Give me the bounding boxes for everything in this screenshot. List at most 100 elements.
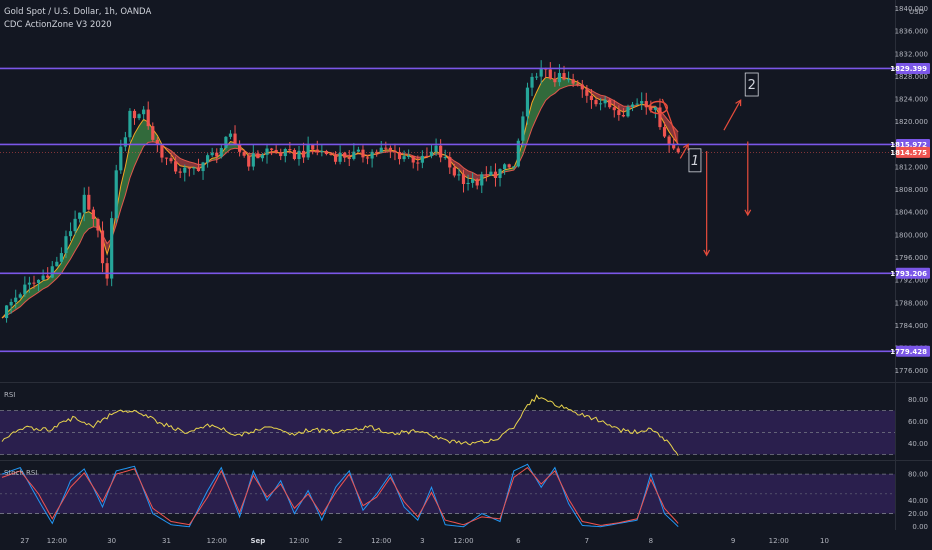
candle-body (662, 127, 667, 137)
candle-body (493, 171, 498, 178)
candle-body (557, 73, 562, 83)
candle-body (397, 151, 402, 160)
candle-body (512, 166, 516, 168)
stoch-pane-label: Stoch RSI (4, 469, 37, 477)
x-tick-label: 12:00 (47, 537, 67, 545)
candle-body (46, 275, 50, 278)
candle-body (219, 147, 223, 157)
candle-body (238, 144, 242, 152)
y-tick-label: 1788.000 (895, 299, 928, 307)
candle-body (155, 139, 159, 145)
candle-body (416, 162, 420, 164)
candle-body (251, 153, 255, 167)
candle-body (521, 116, 525, 141)
candle-body (471, 179, 475, 183)
candle-body (68, 231, 73, 237)
candle-body (123, 137, 127, 147)
x-tick-label: 12:00 (207, 537, 227, 545)
stoch-tick-label: 40.00 (908, 497, 928, 505)
level-price-tag: 1779.428 (890, 348, 927, 356)
annotation-arrow-small (679, 144, 689, 159)
candle-body (64, 236, 68, 254)
candle-body (333, 154, 338, 162)
candle-body (242, 151, 246, 156)
x-tick-label: 27 (20, 537, 29, 545)
x-tick-label: 12:00 (453, 537, 473, 545)
candle-body (608, 99, 612, 108)
candle-body (169, 158, 173, 162)
x-tick-label: 3 (420, 537, 424, 545)
level-price-tag: 1815.972 (890, 141, 927, 149)
bull-cloud (116, 119, 167, 225)
candle-body (297, 150, 301, 159)
candle-body (635, 103, 639, 105)
candle-body (27, 282, 32, 285)
candle-body (178, 171, 182, 173)
candle-body (128, 110, 132, 138)
candle-body (9, 301, 13, 306)
y-tick-label: 1836.000 (895, 28, 928, 36)
x-tick-label: 9 (731, 537, 735, 545)
candle-body (100, 230, 105, 264)
annotation-arrow-up-head (735, 99, 742, 107)
rsi-pane-label: RSI (4, 391, 15, 399)
candle-body (265, 148, 269, 155)
candle-body (32, 282, 36, 284)
unit-label: USD (909, 8, 924, 16)
candle-body (658, 107, 662, 128)
candle-body (233, 133, 237, 145)
last-price-tag: 1814.575 (890, 149, 927, 157)
candle-body (649, 107, 653, 110)
level-price-tag-bg (896, 62, 930, 74)
level-price-tag-bg (896, 267, 930, 279)
candle-body (356, 149, 360, 152)
x-tick-label: 10 (820, 537, 829, 545)
candle-body (507, 164, 511, 168)
stoch-tick-label: 0.00 (912, 523, 928, 531)
candle-body (667, 136, 671, 144)
candle-body (617, 110, 621, 116)
candle-body (443, 157, 447, 159)
candle-body (576, 83, 580, 85)
candle-body (480, 174, 484, 186)
candle-body (55, 261, 59, 267)
candle-body (425, 155, 429, 157)
candle-body (315, 149, 319, 153)
candle-body (503, 164, 507, 170)
candle-body (379, 147, 383, 153)
annotation-box-1-text: 1 (691, 154, 699, 169)
candle-body (571, 79, 575, 84)
indicator-title: CDC ActionZone V3 2020 (4, 20, 112, 30)
candle-body (210, 152, 214, 156)
stoch-k-line (1, 463, 679, 528)
candle-body (23, 284, 27, 295)
annotation-arrow-small-head (682, 143, 689, 151)
y-tick-label: 1812.000 (895, 163, 928, 171)
candle-body (429, 151, 434, 157)
candle-body (18, 294, 22, 298)
candle-body (434, 145, 438, 152)
candle-body (142, 109, 146, 115)
candle-body (183, 167, 187, 173)
candle-body (448, 157, 452, 168)
candle-body (402, 156, 406, 160)
candle-body (653, 107, 657, 110)
candle-body (114, 170, 118, 219)
candle-body (548, 69, 552, 79)
y-tick-label: 1796.000 (895, 254, 928, 262)
candle-body (370, 151, 374, 159)
candle-body (146, 109, 150, 127)
candle-body (516, 140, 520, 167)
candle-body (375, 151, 379, 153)
x-tick-label: 12:00 (289, 537, 309, 545)
rsi-tick-label: 60.00 (908, 418, 928, 426)
candle-body (525, 87, 530, 117)
y-tick-label: 1784.000 (895, 322, 928, 330)
candle-body (676, 148, 680, 153)
bear-cloud (166, 148, 208, 169)
y-tick-label: 1832.000 (895, 50, 928, 58)
candle-body (589, 95, 594, 101)
level-price-tag: 1793.206 (890, 270, 927, 278)
candle-body (585, 89, 589, 96)
